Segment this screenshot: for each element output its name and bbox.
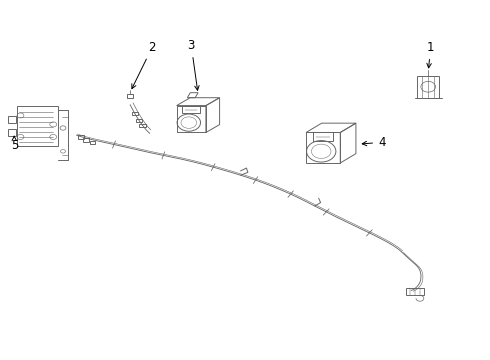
Text: 2: 2 [132, 41, 156, 89]
Text: 3: 3 [188, 39, 199, 90]
Text: 4: 4 [362, 136, 386, 149]
Text: 1: 1 [427, 41, 435, 68]
Text: 5: 5 [11, 136, 18, 152]
